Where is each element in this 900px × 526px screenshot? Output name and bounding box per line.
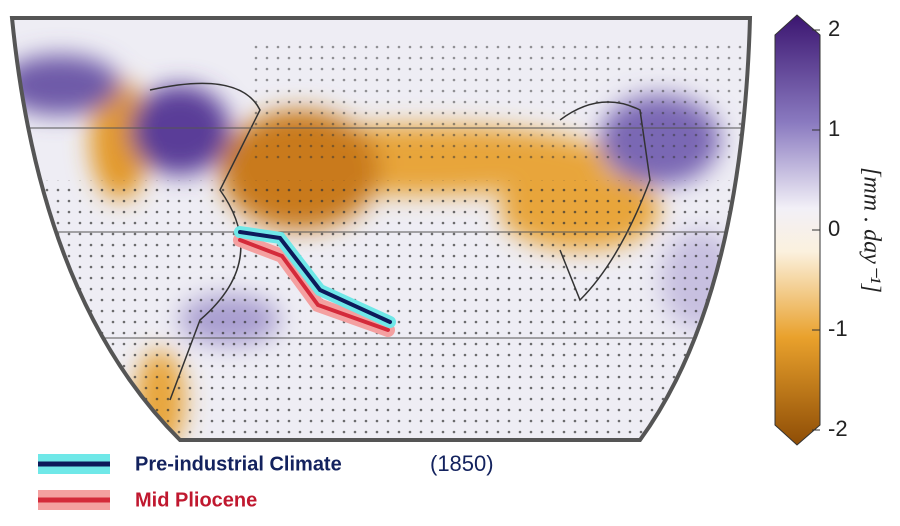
legend-label: Mid Pliocene xyxy=(135,489,257,511)
colorbar-tick-label: 1 xyxy=(828,116,840,141)
colorbar-ticks: 2 1 0 -1 -2 xyxy=(812,16,848,441)
colorbar xyxy=(774,14,821,446)
colorbar-tick-label: -1 xyxy=(828,316,848,341)
colorbar-tick-label: -2 xyxy=(828,416,848,441)
legend-label: Pre-industrial Climate xyxy=(135,453,342,475)
colorbar-tick-label: 2 xyxy=(828,16,840,41)
colorbar-label: [mm . day⁻¹] xyxy=(858,167,884,293)
map xyxy=(12,18,750,440)
colorbar-tick-label: 0 xyxy=(828,216,840,241)
map-frame xyxy=(9,16,753,442)
legend-note: (1850) xyxy=(430,451,494,476)
